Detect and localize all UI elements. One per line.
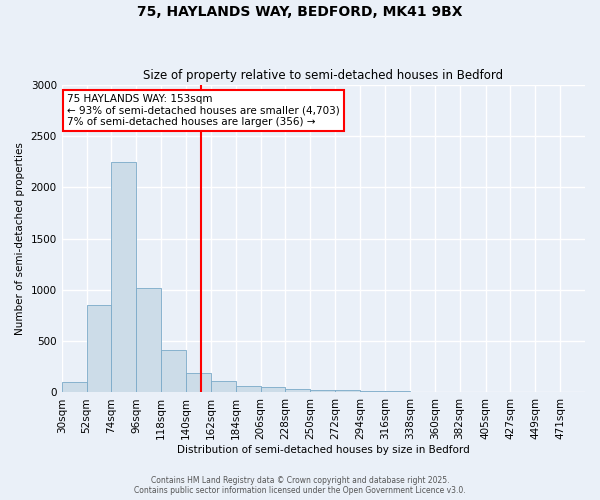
- Bar: [211, 381, 236, 392]
- Bar: [335, 390, 360, 392]
- Bar: [236, 386, 260, 392]
- Bar: [286, 389, 310, 392]
- Bar: [161, 350, 186, 393]
- Bar: [186, 373, 211, 392]
- X-axis label: Distribution of semi-detached houses by size in Bedford: Distribution of semi-detached houses by …: [177, 445, 470, 455]
- Y-axis label: Number of semi-detached properties: Number of semi-detached properties: [15, 142, 25, 335]
- Bar: [136, 288, 161, 393]
- Bar: [62, 382, 86, 392]
- Title: Size of property relative to semi-detached houses in Bedford: Size of property relative to semi-detach…: [143, 69, 503, 82]
- Text: Contains HM Land Registry data © Crown copyright and database right 2025.
Contai: Contains HM Land Registry data © Crown c…: [134, 476, 466, 495]
- Bar: [260, 388, 286, 392]
- Bar: [360, 391, 385, 392]
- Bar: [112, 162, 136, 392]
- Bar: [86, 305, 112, 392]
- Text: 75 HAYLANDS WAY: 153sqm
← 93% of semi-detached houses are smaller (4,703)
7% of : 75 HAYLANDS WAY: 153sqm ← 93% of semi-de…: [67, 94, 340, 127]
- Bar: [310, 390, 335, 392]
- Text: 75, HAYLANDS WAY, BEDFORD, MK41 9BX: 75, HAYLANDS WAY, BEDFORD, MK41 9BX: [137, 5, 463, 19]
